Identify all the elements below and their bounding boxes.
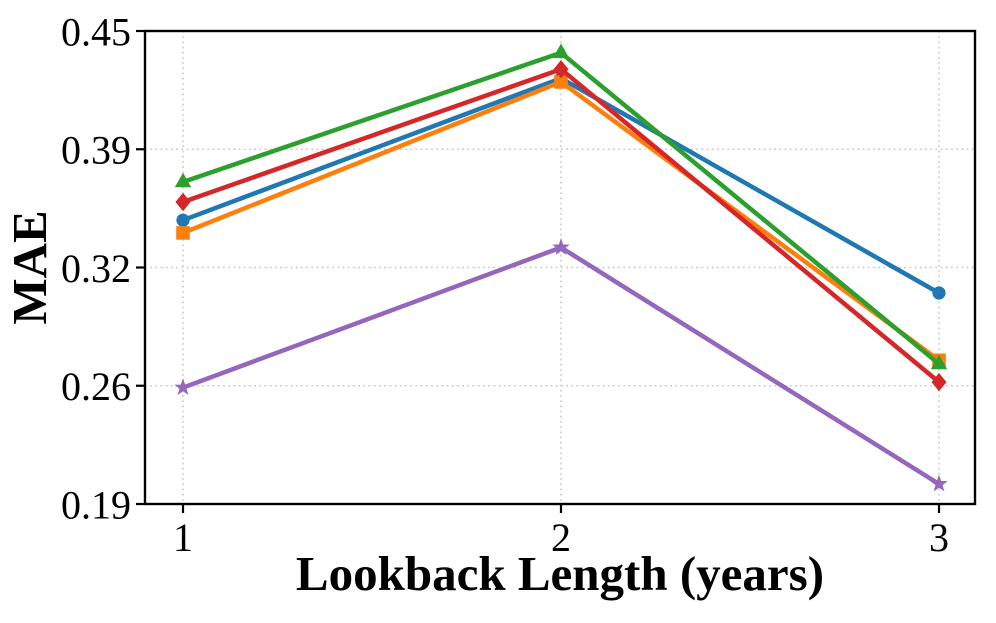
- x-tick-label-0: 1: [173, 515, 193, 560]
- x-tick-labels: 1 2 3: [173, 515, 949, 560]
- y-tick-label-1: 0.26: [61, 364, 131, 409]
- marker-diamond-red-diamond-0: [175, 192, 191, 212]
- series-purple-star: [174, 238, 948, 492]
- y-axis-label: MAE: [2, 210, 57, 324]
- series-red-diamond: [175, 60, 947, 392]
- plot-border: [143, 29, 977, 506]
- axis-tick-marks: [136, 29, 941, 513]
- marker-star-purple-star-0: [174, 378, 192, 396]
- x-tick-label-2: 3: [929, 515, 949, 560]
- x-axis-label: Lookback Length (years): [296, 546, 824, 601]
- y-tick-labels: 0.19 0.26 0.32 0.39 0.45: [61, 9, 131, 527]
- x-tick-label-1: 2: [551, 515, 571, 560]
- marker-square-orange-square-0: [176, 226, 190, 240]
- series-orange-square: [176, 75, 946, 368]
- y-tick-label-0: 0.19: [61, 482, 131, 527]
- marker-triangle-green-triangle-1: [552, 43, 570, 59]
- series-line-red-diamond: [182, 66, 941, 384]
- data-series: [174, 43, 948, 492]
- marker-circle-blue-circle-2: [932, 286, 946, 300]
- y-tick-label-3: 0.39: [61, 128, 131, 173]
- marker-star-purple-star-2: [930, 474, 948, 492]
- marker-triangle-green-triangle-0: [174, 172, 192, 188]
- y-tick-label-2: 0.32: [61, 246, 131, 291]
- marker-square-orange-square-1: [554, 75, 568, 89]
- y-tick-label-4: 0.45: [61, 9, 131, 54]
- marker-circle-blue-circle-0: [176, 213, 190, 227]
- marker-diamond-red-diamond-2: [931, 372, 947, 392]
- marker-diamond-red-diamond-1: [553, 60, 569, 79]
- gridlines: [145, 30, 975, 505]
- series-green-triangle: [174, 43, 948, 370]
- marker-triangle-green-triangle-2: [930, 354, 948, 370]
- marker-star-purple-star-1: [552, 238, 570, 255]
